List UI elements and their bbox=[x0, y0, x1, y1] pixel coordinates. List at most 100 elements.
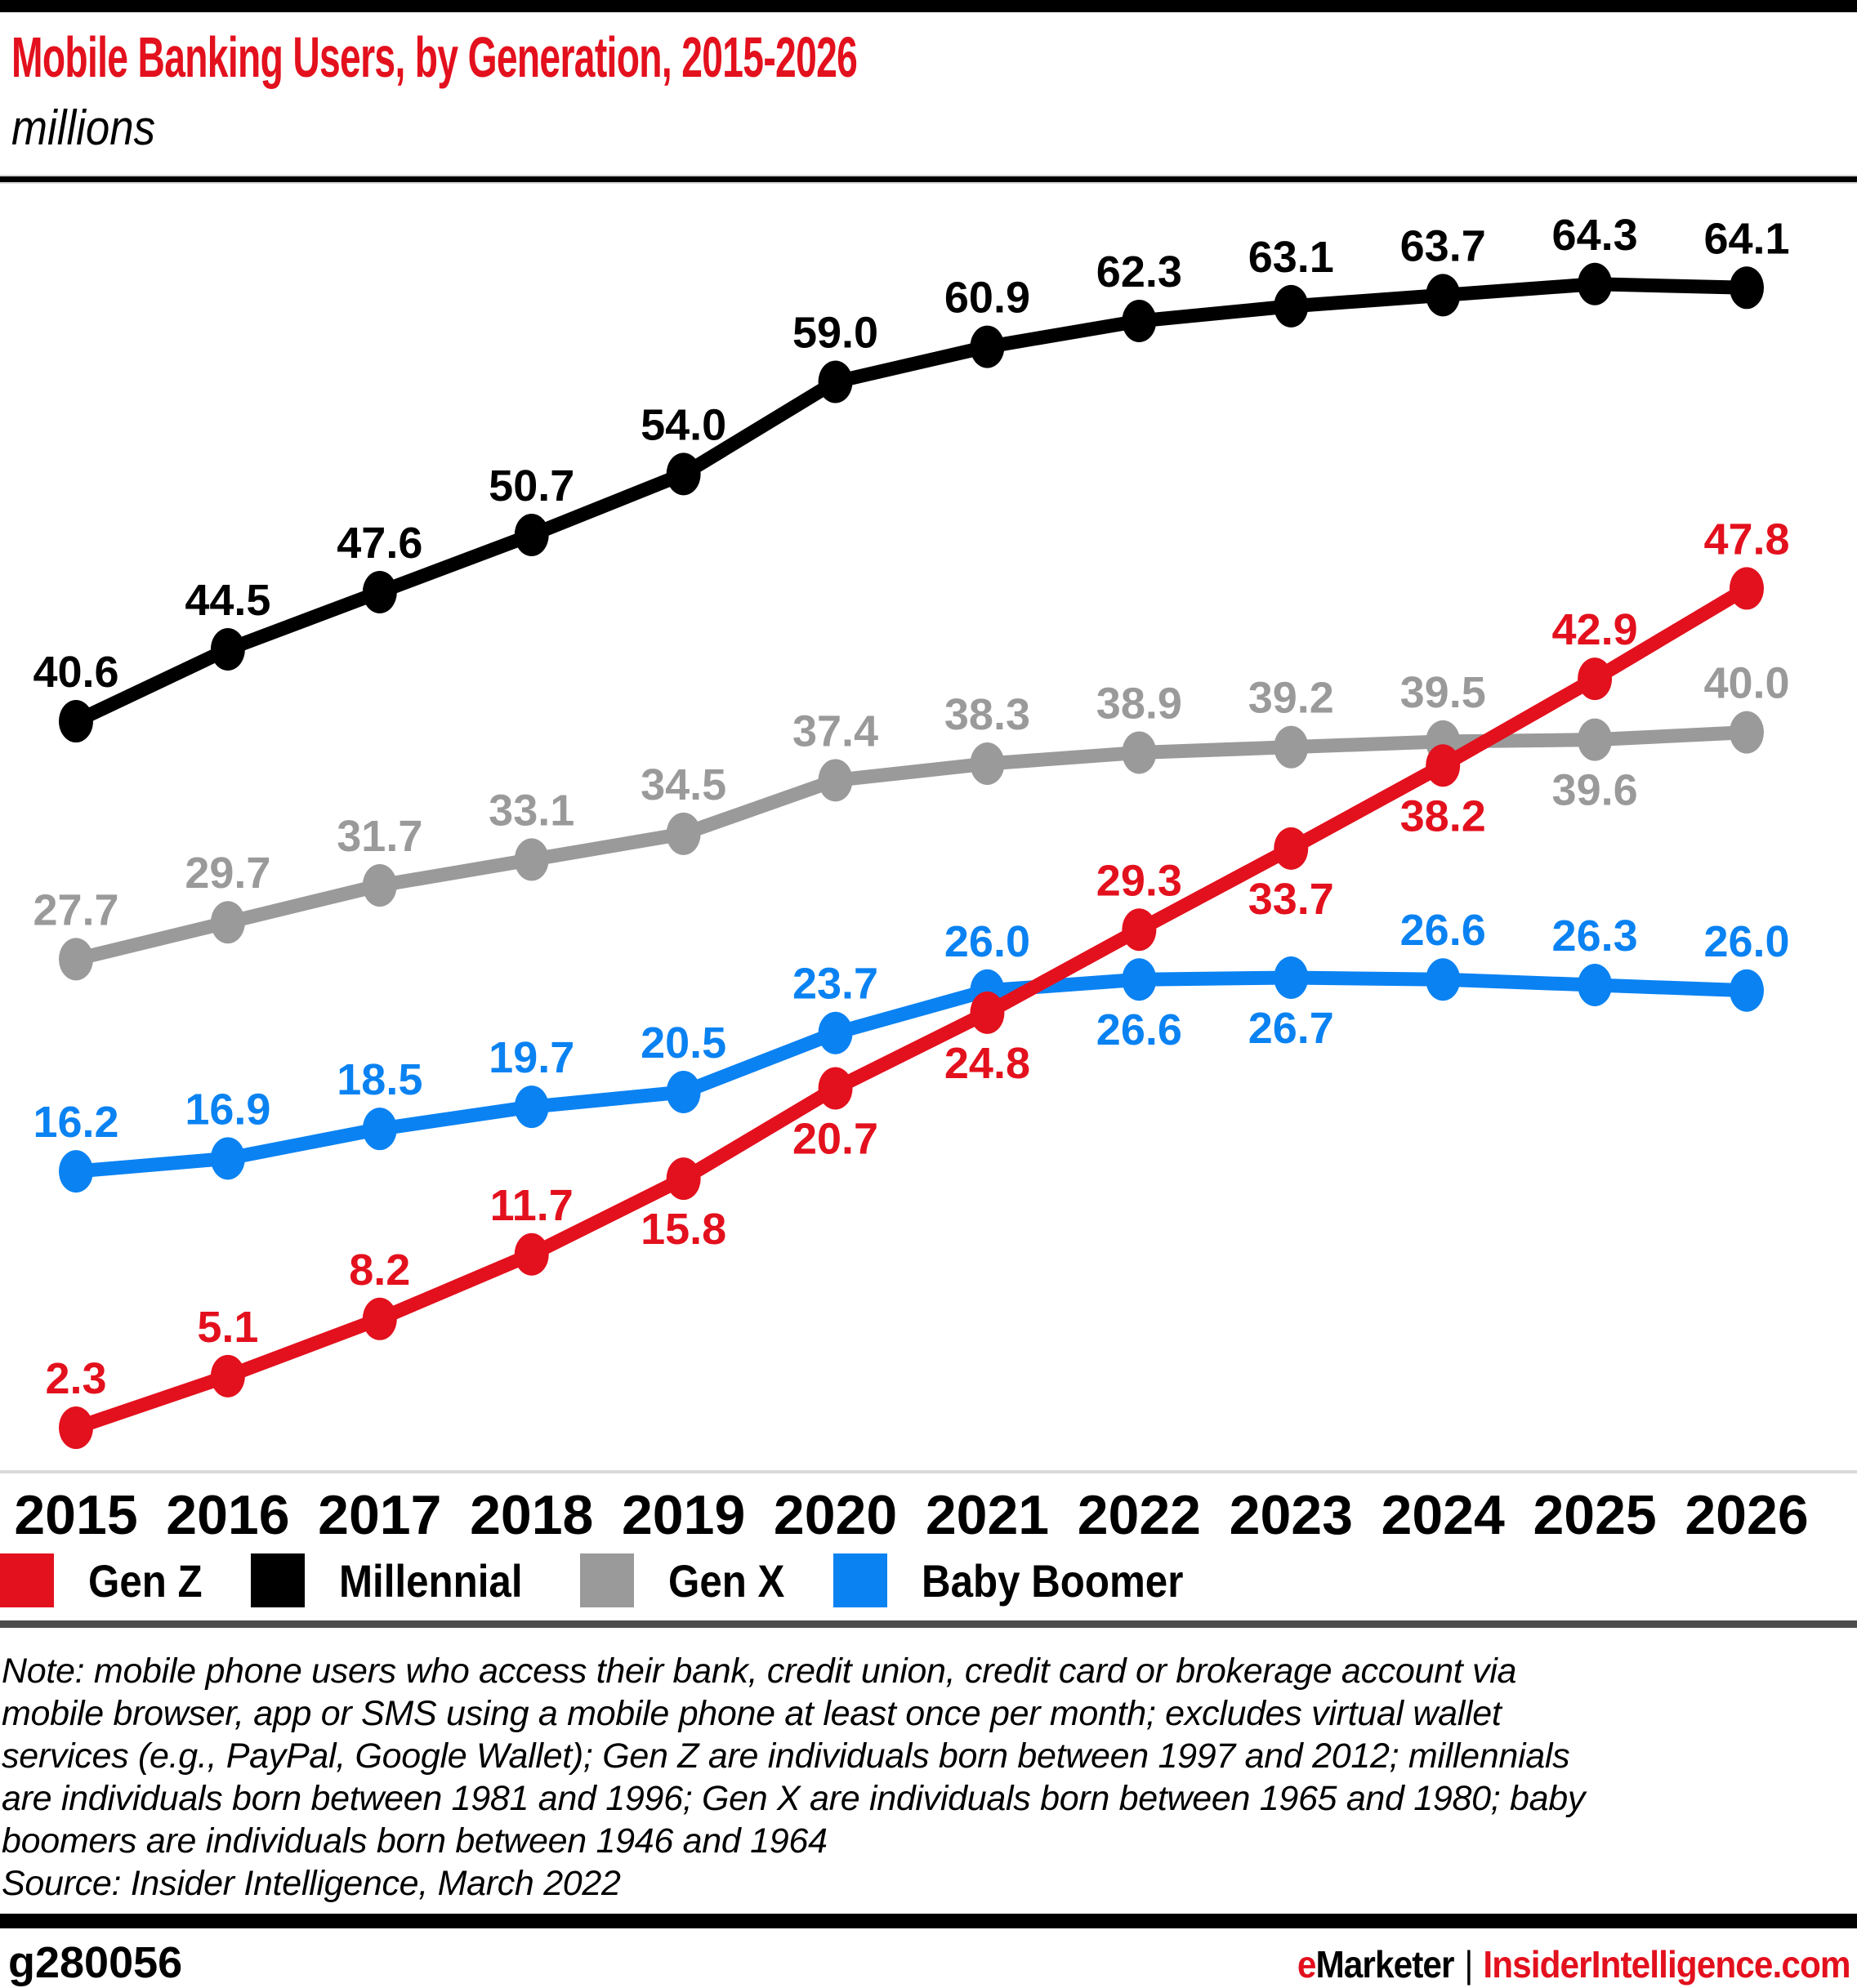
note-line: are individuals born between 1981 and 19… bbox=[2, 1779, 1586, 1818]
note-line: boomers are individuals born between 194… bbox=[2, 1821, 828, 1861]
brand-emarketer-rest: Marketer bbox=[1315, 1943, 1455, 1986]
legend-item-gen-x: Gen X bbox=[579, 1553, 801, 1607]
x-tick-label-2023: 2023 bbox=[1230, 1484, 1353, 1544]
title-divider bbox=[0, 175, 1857, 184]
data-point-gen-z-2018 bbox=[514, 1232, 549, 1276]
legend: Gen Z Millennial Gen X Baby Boomer bbox=[0, 1549, 1857, 1612]
legend-item-baby-boomer: Baby Boomer bbox=[833, 1553, 1219, 1607]
data-label-baby-boomer-2021: 26.0 bbox=[944, 917, 1030, 966]
data-point-gen-x-2016 bbox=[210, 901, 245, 944]
brand-emarketer-e: e bbox=[1297, 1943, 1317, 1986]
data-point-baby-boomer-2019 bbox=[666, 1071, 701, 1114]
data-label-gen-z-2022: 29.3 bbox=[1096, 856, 1182, 905]
data-point-gen-x-2026 bbox=[1730, 711, 1764, 754]
data-point-gen-z-2017 bbox=[362, 1297, 397, 1340]
data-point-gen-x-2015 bbox=[59, 938, 93, 981]
data-label-baby-boomer-2019: 20.5 bbox=[641, 1019, 726, 1068]
bottom-bar bbox=[0, 1914, 1857, 1928]
data-label-gen-x-2026: 40.0 bbox=[1703, 659, 1789, 708]
data-label-millennial-2017: 47.6 bbox=[337, 519, 422, 568]
series-line-gen-z bbox=[69, 581, 1754, 1435]
data-label-baby-boomer-2026: 26.0 bbox=[1703, 917, 1789, 966]
data-label-millennial-2025: 64.3 bbox=[1552, 211, 1638, 260]
data-point-baby-boomer-2022 bbox=[1122, 958, 1157, 1001]
data-label-millennial-2015: 40.6 bbox=[33, 648, 118, 697]
data-point-gen-x-2018 bbox=[514, 838, 549, 881]
x-tick-label-2019: 2019 bbox=[622, 1484, 745, 1544]
data-label-baby-boomer-2015: 16.2 bbox=[33, 1098, 118, 1147]
data-label-millennial-2016: 44.5 bbox=[185, 576, 270, 625]
data-point-baby-boomer-2026 bbox=[1730, 969, 1764, 1012]
data-label-gen-z-2017: 8.2 bbox=[349, 1246, 410, 1295]
data-label-gen-x-2018: 33.1 bbox=[489, 786, 574, 835]
x-tick-label-2024: 2024 bbox=[1382, 1484, 1505, 1544]
legend-swatch-gen-x bbox=[579, 1553, 634, 1607]
legend-divider bbox=[0, 1620, 1857, 1628]
data-point-millennial-2016 bbox=[210, 627, 245, 671]
data-label-millennial-2021: 60.9 bbox=[944, 274, 1030, 323]
x-tick-label-2020: 2020 bbox=[774, 1484, 897, 1544]
data-point-baby-boomer-2015 bbox=[59, 1150, 93, 1193]
data-point-baby-boomer-2023 bbox=[1274, 956, 1309, 999]
data-point-millennial-2019 bbox=[666, 452, 701, 496]
legend-label: Gen X bbox=[667, 1554, 785, 1607]
data-point-millennial-2025 bbox=[1578, 262, 1613, 305]
legend-swatch-millennial bbox=[250, 1553, 305, 1607]
footnote: Note: mobile phone users who access thei… bbox=[2, 1650, 1857, 1905]
data-label-gen-z-2026: 47.8 bbox=[1703, 515, 1789, 564]
page-title: Mobile Banking Users, by Generation, 201… bbox=[11, 25, 858, 89]
data-label-gen-z-2015: 2.3 bbox=[45, 1354, 106, 1403]
data-point-millennial-2024 bbox=[1426, 274, 1461, 317]
data-label-baby-boomer-2016: 16.9 bbox=[185, 1085, 270, 1134]
data-point-gen-z-2023 bbox=[1274, 827, 1309, 870]
data-label-millennial-2023: 63.1 bbox=[1248, 233, 1334, 282]
note-line: mobile browser, app or SMS using a mobil… bbox=[2, 1694, 1502, 1733]
data-point-millennial-2017 bbox=[362, 570, 397, 613]
data-point-gen-x-2022 bbox=[1122, 731, 1157, 774]
data-point-gen-z-2022 bbox=[1122, 908, 1157, 952]
data-label-gen-x-2015: 27.7 bbox=[33, 885, 118, 934]
data-label-gen-z-2021: 24.8 bbox=[944, 1039, 1030, 1088]
data-point-gen-z-2015 bbox=[59, 1406, 93, 1450]
data-point-gen-x-2025 bbox=[1578, 718, 1613, 761]
data-point-gen-x-2021 bbox=[970, 742, 1005, 785]
top-bar bbox=[0, 0, 1857, 12]
data-label-gen-x-2017: 31.7 bbox=[337, 812, 422, 861]
data-point-gen-x-2017 bbox=[362, 864, 397, 907]
x-axis-line bbox=[0, 1470, 1857, 1473]
legend-swatch-gen-z bbox=[0, 1553, 54, 1607]
chart-id: g280056 bbox=[8, 1938, 183, 1987]
x-tick-label-2017: 2017 bbox=[318, 1484, 441, 1544]
data-label-baby-boomer-2023: 26.7 bbox=[1248, 1004, 1334, 1053]
data-point-gen-z-2024 bbox=[1426, 744, 1461, 787]
data-point-baby-boomer-2025 bbox=[1578, 964, 1613, 1007]
legend-swatch-baby-boomer bbox=[833, 1553, 887, 1607]
data-point-baby-boomer-2024 bbox=[1426, 958, 1461, 1001]
x-tick-label-2018: 2018 bbox=[470, 1484, 593, 1544]
data-label-gen-z-2023: 33.7 bbox=[1248, 875, 1334, 924]
legend-label: Baby Boomer bbox=[921, 1554, 1184, 1607]
note-line: Note: mobile phone users who access thei… bbox=[2, 1651, 1517, 1691]
data-point-millennial-2020 bbox=[818, 360, 853, 403]
data-point-gen-z-2019 bbox=[666, 1157, 701, 1201]
data-point-gen-z-2026 bbox=[1730, 567, 1764, 610]
data-label-gen-z-2024: 38.2 bbox=[1400, 791, 1486, 840]
data-label-gen-x-2025: 39.6 bbox=[1552, 766, 1638, 815]
data-label-gen-x-2024: 39.5 bbox=[1400, 668, 1486, 717]
data-label-gen-x-2020: 37.4 bbox=[792, 706, 878, 756]
data-label-gen-z-2020: 20.7 bbox=[792, 1114, 878, 1163]
legend-label: Gen Z bbox=[88, 1554, 203, 1607]
series-line-millennial bbox=[69, 277, 1754, 729]
data-label-gen-z-2025: 42.9 bbox=[1552, 605, 1638, 654]
source-line: Source: Insider Intelligence, March 2022 bbox=[2, 1864, 621, 1903]
data-label-baby-boomer-2020: 23.7 bbox=[792, 960, 878, 1009]
data-point-gen-x-2023 bbox=[1274, 725, 1309, 769]
data-point-gen-z-2025 bbox=[1578, 657, 1613, 701]
brand-insider-intelligence: InsiderIntelligence.com bbox=[1483, 1943, 1851, 1986]
data-label-gen-x-2016: 29.7 bbox=[185, 849, 270, 898]
data-label-baby-boomer-2017: 18.5 bbox=[337, 1055, 422, 1104]
data-label-millennial-2026: 64.1 bbox=[1703, 214, 1789, 263]
data-label-gen-z-2019: 15.8 bbox=[641, 1205, 726, 1254]
data-label-millennial-2020: 59.0 bbox=[792, 308, 878, 357]
